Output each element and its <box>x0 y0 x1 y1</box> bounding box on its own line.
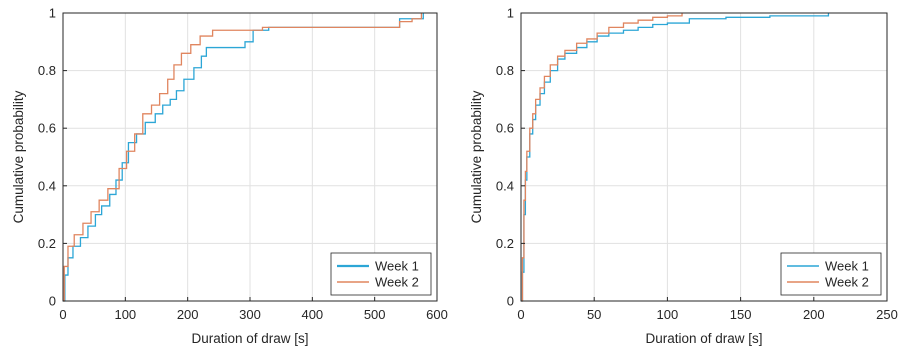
legend-label: Week 1 <box>375 259 419 274</box>
y-tick-label: 0.6 <box>496 121 514 136</box>
y-tick-label: 1 <box>49 6 56 21</box>
x-tick-label: 0 <box>59 307 66 322</box>
x-tick-label: 300 <box>239 307 261 322</box>
legend-box <box>780 252 882 296</box>
y-axis-label: Cumulative probability <box>11 90 26 223</box>
y-tick-label: 0.8 <box>38 63 56 78</box>
plot-frame <box>520 12 888 302</box>
y-tick-label: 0.6 <box>38 121 56 136</box>
x-tick-label: 50 <box>587 307 601 322</box>
y-tick-label: 0.2 <box>38 236 56 251</box>
x-tick-label: 600 <box>426 307 448 322</box>
x-tick-label: 150 <box>730 307 752 322</box>
x-tick-label: 400 <box>301 307 323 322</box>
legend-label: Week 1 <box>825 259 869 274</box>
y-tick-label: 1 <box>507 6 514 21</box>
x-tick-label: 500 <box>364 307 386 322</box>
legend-box <box>330 252 432 296</box>
x-tick-label: 200 <box>177 307 199 322</box>
x-axis-label: Duration of draw [s] <box>191 331 308 346</box>
series-line-week-2 <box>521 13 683 302</box>
x-tick-label: 250 <box>876 307 898 322</box>
series-line-week-2 <box>63 13 423 302</box>
x-tick-label: 200 <box>803 307 825 322</box>
y-axis-label: Cumulative probability <box>469 90 484 223</box>
y-tick-label: 0 <box>507 294 514 309</box>
x-tick-label: 100 <box>114 307 136 322</box>
x-axis-label: Duration of draw [s] <box>645 331 762 346</box>
y-tick-label: 0 <box>49 294 56 309</box>
right-cdf-chart: 0 50 100 150 200 250 0 0.2 0.4 0.6 0.8 1 Duration of… <box>469 6 898 347</box>
y-tick-label: 0.2 <box>496 236 514 251</box>
legend-label: Week 2 <box>375 275 419 290</box>
series-line-week-1 <box>63 13 424 302</box>
left-cdf-chart: 0 100 200 300 400 500 600 0 0.2 0.4 0.6 0.8 1 Duratio… <box>11 6 448 347</box>
x-tick-label: 0 <box>517 307 524 322</box>
x-tick-label: 100 <box>657 307 679 322</box>
y-tick-label: 0.4 <box>38 178 56 193</box>
y-tick-label: 0.8 <box>496 63 514 78</box>
legend-label: Week 2 <box>825 275 869 290</box>
y-tick-label: 0.4 <box>496 178 514 193</box>
